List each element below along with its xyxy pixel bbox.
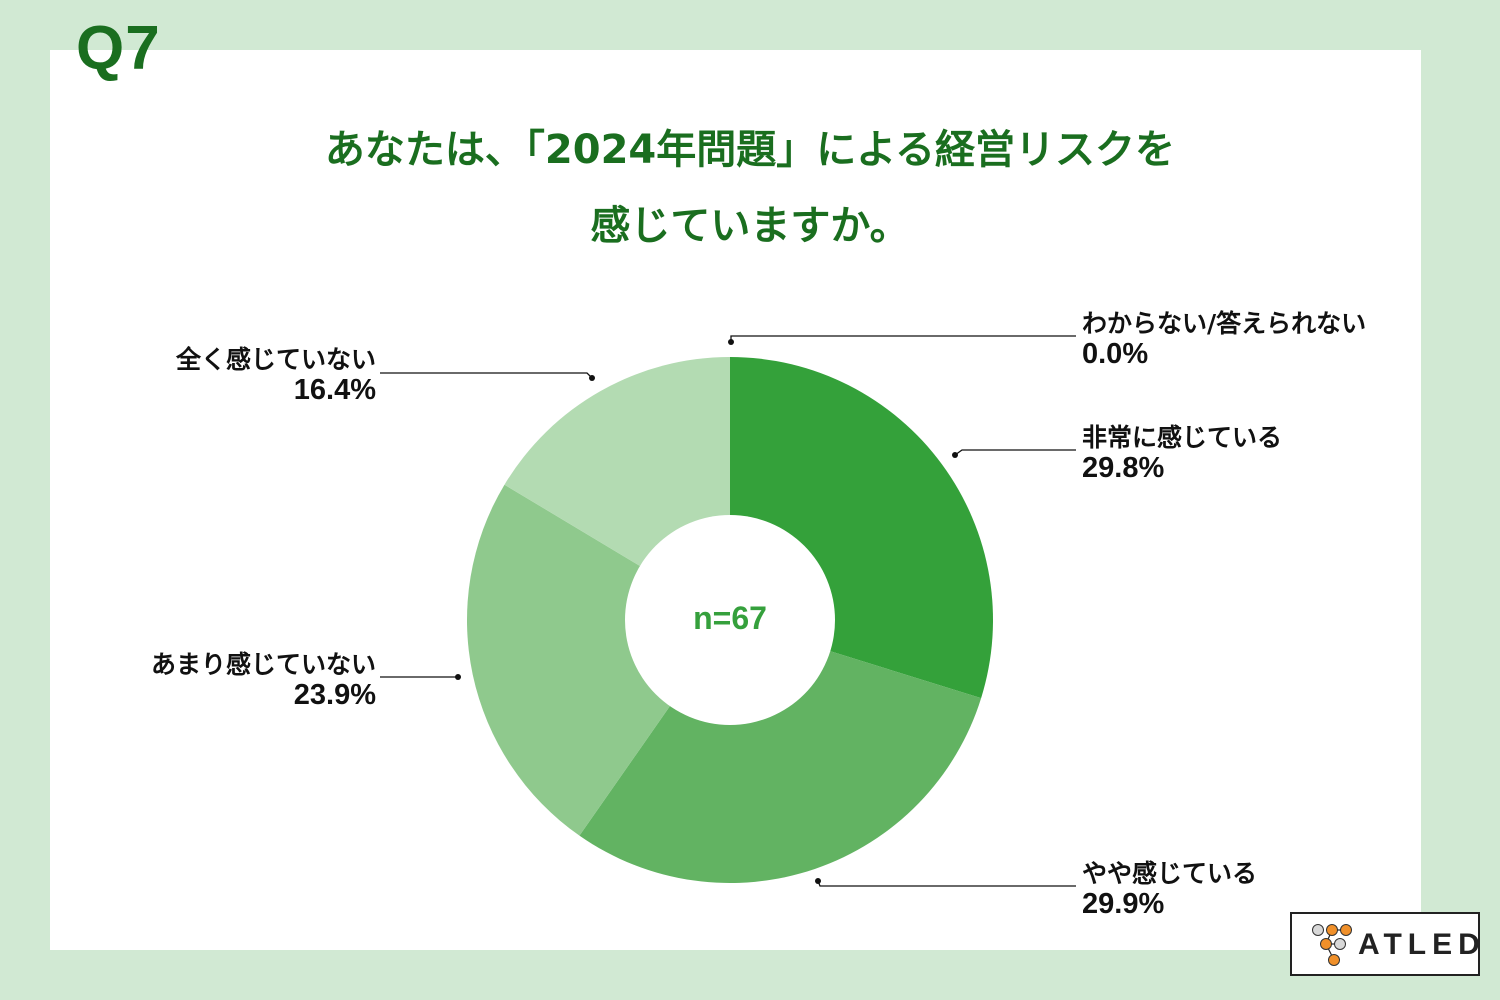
leader-line-somewhat <box>817 880 1076 887</box>
sample-size-label: n=67 <box>693 600 767 636</box>
label-unknown: わからない/答えられない 0.0% <box>1082 309 1366 369</box>
label-notmuch-pct: 23.9% <box>293 679 376 711</box>
leader-line-very <box>954 449 1076 456</box>
label-unknown-name: わからない/答えられない <box>1082 309 1367 338</box>
atled-logo: ATLED <box>1290 912 1480 976</box>
leader-dots <box>455 339 958 884</box>
label-somewhat-pct: 29.9% <box>1082 888 1165 920</box>
slice-somewhat <box>579 620 982 883</box>
label-very: 非常に感じている 29.8% <box>1082 423 1282 483</box>
label-notmuch: あまり感じていない 23.9% <box>151 650 376 710</box>
logo-molecule-icon <box>1312 924 1352 966</box>
leader-line-notatall <box>380 372 593 379</box>
title-line-1: あなたは、「2024年問題」による経営リスクを <box>324 127 1176 173</box>
slice-notmuch <box>466 484 730 836</box>
label-unknown-pct: 0.0% <box>1082 338 1149 370</box>
leader-line-unknown <box>730 335 1076 342</box>
label-notmuch-name: あまり感じていない <box>150 650 376 679</box>
title-line-2: 感じていますか。 <box>590 203 910 249</box>
chart-title: あなたは、「2024年問題」による経営リスクを 感じていますか。 <box>0 112 1500 264</box>
logo-text: ATLED <box>1358 928 1486 961</box>
label-somewhat: やや感じている 29.9% <box>1082 859 1257 919</box>
donut-hole <box>625 515 835 725</box>
question-number: Q7 <box>76 14 161 83</box>
label-notatall-name: 全く感じていない <box>175 345 376 374</box>
label-very-name: 非常に感じている <box>1082 423 1283 452</box>
label-very-pct: 29.8% <box>1082 452 1165 484</box>
label-somewhat-name: やや感じている <box>1082 859 1258 888</box>
label-notatall: 全く感じていない 16.4% <box>176 345 376 405</box>
label-notatall-pct: 16.4% <box>293 374 376 406</box>
